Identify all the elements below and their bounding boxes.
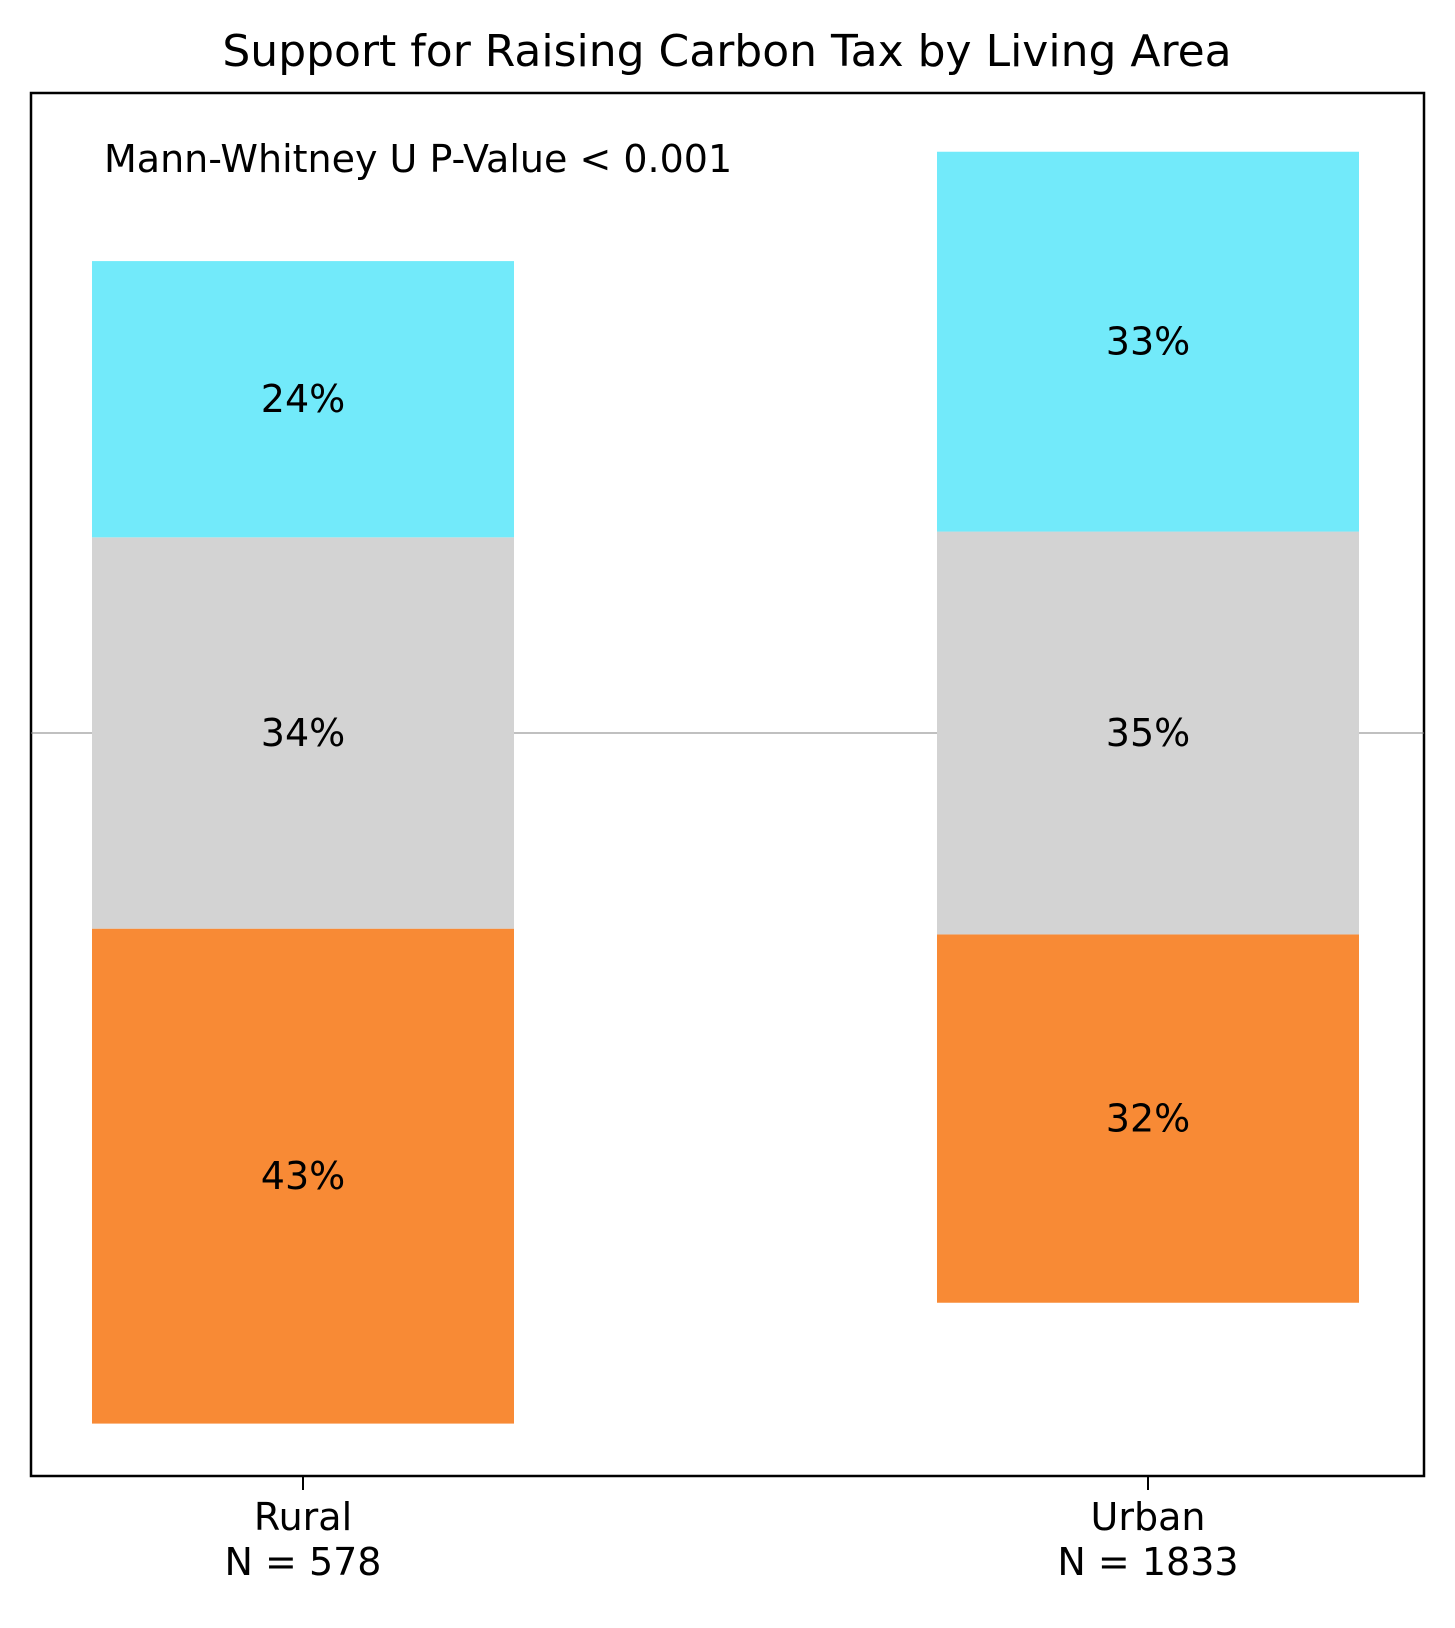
bar-segment-urban-2 bbox=[937, 151, 1359, 532]
mann-whitney-annotation: Mann-Whitney U P-Value < 0.001 bbox=[104, 137, 732, 181]
x-tick-count-urban: N = 1833 bbox=[1057, 1540, 1238, 1584]
bar-label-rural-1: 34% bbox=[261, 711, 345, 755]
bar-segment-rural-1 bbox=[92, 537, 514, 929]
bar-label-urban-0: 32% bbox=[1106, 1097, 1190, 1141]
x-tick-label-rural: Rural bbox=[254, 1495, 352, 1539]
bar-segment-urban-0 bbox=[937, 934, 1359, 1303]
bar-label-urban-1: 35% bbox=[1106, 711, 1190, 755]
bar-label-rural-0: 43% bbox=[261, 1154, 345, 1198]
bar-label-urban-2: 33% bbox=[1106, 320, 1190, 364]
bar-segment-rural-2 bbox=[92, 261, 514, 538]
bars-layer bbox=[92, 151, 1359, 1424]
x-tick-count-rural: N = 578 bbox=[225, 1540, 382, 1584]
chart-title: Support for Raising Carbon Tax by Living… bbox=[222, 26, 1231, 77]
plot-frame bbox=[29, 91, 1426, 1478]
bar-label-rural-2: 24% bbox=[261, 377, 345, 421]
bar-segment-rural-0 bbox=[92, 928, 514, 1424]
bar-segment-urban-1 bbox=[937, 531, 1359, 935]
x-tick-label-urban: Urban bbox=[1091, 1495, 1206, 1539]
bar-labels-layer: 43% 34% 24% 32% 35% 33% bbox=[261, 320, 1190, 1198]
